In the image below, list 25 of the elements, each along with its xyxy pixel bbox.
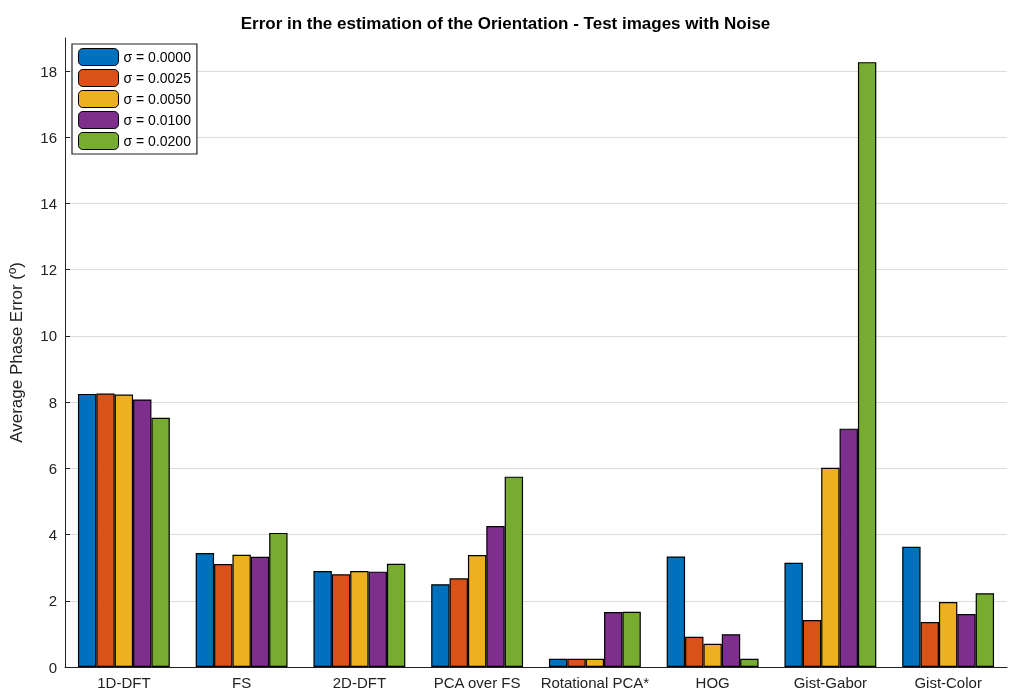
x-tick-label: PCA over FS — [433, 674, 521, 691]
legend-label: σ = 0.0025 — [123, 70, 192, 86]
legend-label: σ = 0.0100 — [123, 112, 192, 128]
y-tick-label: 8 — [48, 393, 57, 411]
y-tick-label: 0 — [48, 658, 57, 676]
y-tick-label: 18 — [40, 62, 57, 80]
y-tick-label: 2 — [48, 592, 57, 610]
x-tick-label: Rotational PCA* — [540, 674, 650, 691]
legend-label: σ = 0.0200 — [123, 133, 192, 149]
x-tick-label: FS — [232, 674, 252, 691]
legend-label: σ = 0.0050 — [123, 91, 192, 107]
x-tick-label: Gist-Color — [914, 674, 982, 691]
y-axis-title: Average Phase Error (º) — [7, 262, 26, 443]
y-tick-label: 10 — [40, 327, 57, 345]
y-tick-label: 4 — [48, 526, 57, 544]
y-tick-label: 6 — [48, 459, 57, 477]
x-tick-label: 1D-DFT — [97, 674, 151, 691]
y-tick-label: 16 — [40, 128, 57, 146]
y-tick-label: 12 — [40, 261, 57, 279]
x-tick-label: HOG — [695, 674, 730, 691]
x-tick-label: 2D-DFT — [332, 674, 387, 691]
legend-label: σ = 0.0000 — [123, 49, 192, 65]
y-tick-label: 14 — [40, 195, 57, 213]
chart-title: Error in the estimation of the Orientation - Test images with Noise — [240, 14, 771, 33]
x-tick-label: Gist-Gabor — [793, 674, 868, 691]
